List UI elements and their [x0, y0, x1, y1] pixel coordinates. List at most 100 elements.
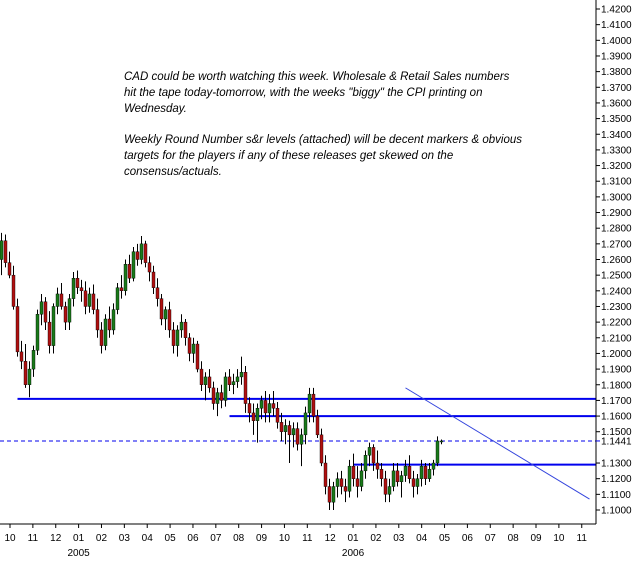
candle-body — [139, 243, 144, 260]
candle-body — [151, 271, 156, 288]
candle — [19, 340, 24, 370]
candle-body — [35, 314, 40, 351]
candle-body — [163, 309, 168, 320]
candle-body — [367, 447, 372, 456]
candle-body — [23, 361, 28, 385]
candle — [411, 470, 416, 498]
y-tick-label: 1.4200 — [601, 5, 632, 16]
candle — [391, 463, 396, 492]
candle — [419, 459, 424, 487]
candle-body — [175, 329, 180, 346]
candle-body — [363, 455, 368, 472]
candle — [23, 344, 28, 388]
candle-body — [15, 306, 20, 353]
y-tick-label: 1.3800 — [601, 67, 632, 78]
x-tick-label: 07 — [210, 533, 222, 544]
candle-body — [283, 425, 288, 432]
candle — [343, 478, 348, 503]
candle — [239, 356, 244, 385]
candle — [99, 322, 104, 354]
candle-body — [383, 478, 388, 495]
candle-body — [335, 478, 340, 487]
y-tick-label: 1.2300 — [601, 302, 632, 313]
candle — [327, 478, 332, 510]
y-tick-label: 1.3300 — [601, 145, 632, 156]
candle — [47, 311, 52, 354]
y-tick-label: 1.1800 — [601, 380, 632, 391]
x-tick-label: 02 — [96, 533, 108, 544]
candle-body — [327, 486, 332, 503]
candle — [111, 303, 116, 335]
candle-body — [343, 486, 348, 492]
y-tick-label: 1.2600 — [601, 255, 632, 266]
candle — [119, 275, 124, 299]
candle — [203, 372, 208, 401]
candle-body — [271, 403, 276, 409]
current-price-label: 1.1441 — [601, 436, 632, 447]
candle — [243, 365, 248, 413]
candle-body — [203, 376, 208, 385]
annotation-note-1: CAD could be worth watching this week. W… — [124, 71, 510, 115]
candle — [291, 422, 296, 448]
candle-body — [127, 263, 132, 279]
candle — [223, 372, 228, 407]
candle-body — [311, 393, 316, 417]
y-tick-label: 1.2900 — [601, 208, 632, 219]
candle-body — [215, 392, 220, 404]
candle — [63, 301, 68, 330]
x-tick-label: 10 — [4, 533, 16, 544]
x-tick-label: 08 — [508, 533, 520, 544]
candle-body — [103, 318, 108, 346]
x-tick-label: 09 — [530, 533, 542, 544]
candle-body — [407, 465, 412, 479]
x-tick-label: 03 — [393, 533, 405, 544]
candle — [247, 397, 252, 423]
candle-body — [419, 465, 424, 479]
candle-body — [239, 372, 244, 378]
candle-body — [431, 462, 436, 470]
candle — [123, 259, 128, 296]
candle — [267, 394, 272, 423]
candle-body — [219, 392, 224, 401]
candle — [431, 459, 436, 476]
y-tick-label: 1.3100 — [601, 177, 632, 188]
x-tick-label: 01 — [347, 533, 359, 544]
x-tick-label: 03 — [119, 533, 131, 544]
candle — [127, 254, 132, 283]
candle — [71, 272, 76, 307]
y-tick-label: 1.1900 — [601, 365, 632, 376]
candle-body — [27, 368, 32, 385]
candle — [59, 282, 64, 310]
candle — [51, 303, 56, 354]
y-tick-label: 1.3900 — [601, 51, 632, 62]
candle — [279, 412, 284, 442]
y-tick-label: 1.3200 — [601, 161, 632, 172]
y-tick-label: 1.1000 — [601, 506, 632, 517]
candle-body — [351, 465, 356, 479]
candle-body — [211, 387, 216, 404]
candle-body — [303, 412, 308, 436]
candle — [155, 278, 160, 307]
candle — [135, 243, 140, 266]
candle — [303, 406, 308, 445]
candle-body — [155, 287, 160, 299]
y-tick-label: 1.4100 — [601, 20, 632, 31]
candle — [403, 459, 408, 482]
candle-body — [355, 478, 360, 487]
candle-body — [195, 343, 200, 370]
candle-body — [191, 343, 196, 354]
y-tick-label: 1.2800 — [601, 224, 632, 235]
candle — [319, 428, 324, 467]
candle-body — [19, 351, 24, 362]
candle — [251, 403, 256, 435]
candle-body — [39, 301, 44, 315]
candle-body — [255, 408, 260, 421]
candle-body — [135, 251, 140, 260]
candle — [271, 391, 276, 417]
candle — [179, 314, 184, 338]
candle — [359, 463, 364, 492]
candle — [219, 384, 224, 409]
candle-body — [95, 309, 100, 331]
y-tick-label: 1.3600 — [601, 98, 632, 109]
candle-body — [59, 293, 64, 307]
